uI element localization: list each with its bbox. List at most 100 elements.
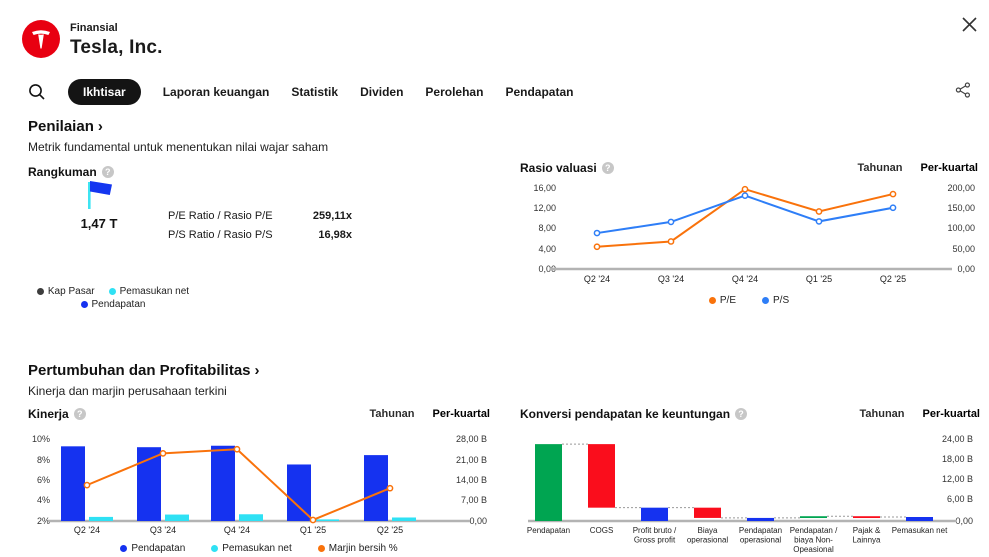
svg-text:Gross profit: Gross profit — [634, 536, 676, 545]
svg-text:150,00: 150,00 — [947, 203, 975, 213]
summary-title: Rangkuman — [28, 165, 97, 179]
valuation-ratios-legend: P/E P/S — [520, 295, 978, 306]
toggle-annual[interactable]: Tahunan — [857, 162, 903, 174]
section-growth-title[interactable]: Pertumbuhan dan Profitabilitas › — [28, 362, 260, 379]
legend-label: Kap Pasar — [47, 286, 95, 297]
section-valuation-header: Penilaian › Metrik fundamental untuk mene… — [28, 118, 328, 154]
help-icon[interactable]: ? — [735, 408, 748, 420]
ratio-row: P/E Ratio / Rasio P/E 259,11x — [168, 210, 352, 222]
legend-dot-icon — [80, 301, 88, 308]
section-growth-subtitle: Kinerja dan marjin perusahaan terkini — [28, 384, 227, 398]
share-icon[interactable] — [955, 82, 973, 100]
tesla-t-glyph — [32, 30, 50, 49]
legend-item: Marjin bersih % — [317, 543, 398, 554]
svg-text:24,00 B: 24,00 B — [942, 434, 973, 444]
ratio-table: P/E Ratio / Rasio P/E 259,11x P/S Ratio / … — [168, 210, 352, 248]
svg-text:Q2 '25: Q2 '25 — [880, 274, 906, 284]
svg-text:10%: 10% — [32, 434, 50, 444]
legend-dot-icon — [120, 545, 128, 552]
svg-text:50,00: 50,00 — [952, 244, 975, 254]
legend-label: Pendapatan — [131, 543, 186, 554]
tab-list: Ikhtisar Laporan keuangan Statistik Dividen… — [68, 79, 573, 105]
performance-card: Kinerja? Tahunan Per-kuartal 10% 8% 6% 4% 2%… — [28, 406, 490, 554]
svg-text:18,00 B: 18,00 B — [942, 454, 973, 464]
svg-text:12,00 B: 12,00 B — [942, 474, 973, 484]
svg-text:6%: 6% — [37, 475, 50, 485]
tab-statistik[interactable]: Statistik — [291, 85, 339, 99]
legend-item: P/S — [762, 295, 789, 306]
section-growth-header: Pertumbuhan dan Profitabilitas › Kinerja … — [28, 362, 260, 398]
period-toggle: Tahunan Per-kuartal — [860, 408, 981, 420]
valuation-ratios-card: Rasio valuasi? Tahunan Per-kuartal 16,00… — [520, 160, 978, 306]
search-icon[interactable] — [28, 83, 46, 101]
svg-text:Q2 '24: Q2 '24 — [74, 525, 100, 535]
toggle-quarterly[interactable]: Per-kuartal — [922, 408, 980, 420]
legend-dot-icon — [762, 297, 769, 304]
svg-text:Pendapatan: Pendapatan — [739, 526, 782, 535]
svg-text:operasional: operasional — [687, 536, 729, 545]
legend-label: P/E — [719, 295, 736, 306]
svg-text:COGS: COGS — [590, 526, 614, 535]
svg-text:Biaya: Biaya — [697, 526, 718, 535]
conversion-chart: 24,00 B 18,00 B 12,00 B 6,00 B 0,00 Pendapata… — [527, 434, 973, 554]
help-icon[interactable]: ? — [601, 162, 614, 174]
legend-dot-icon — [317, 545, 325, 552]
legend-item: Pemasukan net — [211, 543, 292, 554]
toggle-annual[interactable]: Tahunan — [859, 408, 905, 420]
svg-text:0,00: 0,00 — [955, 516, 973, 526]
summary-card: Rangkuman? 1,47 T P/E Ratio / Rasio P/E 2… — [28, 164, 478, 324]
svg-text:4%: 4% — [37, 495, 50, 505]
svg-text:Q3 '24: Q3 '24 — [150, 525, 176, 535]
svg-text:0,00: 0,00 — [957, 264, 975, 274]
ratio-row: P/S Ratio / Rasio P/S 16,98x — [168, 229, 352, 241]
legend-dot-icon — [108, 288, 116, 295]
svg-text:12,00: 12,00 — [533, 203, 556, 213]
svg-text:Q2 '25: Q2 '25 — [377, 525, 403, 535]
toggle-quarterly[interactable]: Per-kuartal — [920, 162, 978, 174]
svg-text:8%: 8% — [37, 455, 50, 465]
svg-text:Lainnya: Lainnya — [852, 536, 881, 545]
ratio-label: P/S Ratio / Rasio P/S — [168, 229, 273, 241]
market-cap-flag-icon — [84, 178, 118, 217]
section-valuation-subtitle: Metrik fundamental untuk menentukan nila… — [28, 140, 329, 154]
legend-label: Pemasukan net — [222, 543, 292, 554]
performance-chart: 10% 8% 6% 4% 2% 28,00 B 21,00 B 14,00 B 7,00 B 0,… — [32, 434, 487, 535]
ratio-value: 16,98x — [318, 229, 352, 241]
summary-legend: Kap Pasar Pemasukan net Pendapatan — [28, 286, 198, 310]
period-toggle: Tahunan Per-kuartal — [370, 408, 491, 420]
chevron-right-icon: › — [97, 118, 103, 135]
toggle-quarterly[interactable]: Per-kuartal — [432, 408, 490, 420]
chevron-right-icon: › — [254, 362, 260, 379]
page-title: Tesla, Inc. — [70, 37, 163, 58]
app-label: Finansial — [70, 22, 118, 34]
svg-text:14,00 B: 14,00 B — [456, 475, 487, 485]
valuation-ratios-title: Rasio valuasi — [520, 161, 597, 175]
svg-text:biaya Non-: biaya Non- — [794, 536, 833, 545]
tab-dividen[interactable]: Dividen — [360, 85, 404, 99]
tab-pendapatan[interactable]: Pendapatan — [505, 85, 574, 99]
svg-text:Opeasional: Opeasional — [793, 545, 834, 554]
toggle-annual[interactable]: Tahunan — [369, 408, 415, 420]
legend-label: Pemasukan net — [119, 286, 190, 297]
period-toggle: Tahunan Per-kuartal — [858, 162, 979, 174]
legend-item: Pendapatan — [120, 543, 185, 554]
tab-laporan-keuangan[interactable]: Laporan keuangan — [162, 85, 270, 99]
svg-text:operasional: operasional — [740, 536, 782, 545]
close-icon[interactable] — [957, 12, 981, 36]
section-valuation-title[interactable]: Penilaian › — [28, 118, 103, 135]
svg-text:Pendapatan /: Pendapatan / — [790, 526, 838, 535]
legend-label: Pendapatan — [91, 299, 146, 310]
svg-text:2%: 2% — [37, 516, 50, 526]
market-cap-value: 1,47 T — [80, 216, 118, 231]
legend-label: P/S — [773, 295, 790, 306]
tab-ikhtisar[interactable]: Ikhtisar — [68, 79, 141, 105]
legend-item: Pemasukan net — [108, 286, 190, 297]
svg-text:Q3 '24: Q3 '24 — [658, 274, 684, 284]
svg-text:6,00 B: 6,00 B — [947, 494, 973, 504]
performance-legend: Pendapatan Pemasukan net Marjin bersih % — [28, 543, 490, 554]
tab-perolehan[interactable]: Perolehan — [425, 85, 484, 99]
help-icon[interactable]: ? — [101, 166, 114, 178]
help-icon[interactable]: ? — [73, 408, 86, 420]
ratio-label: P/E Ratio / Rasio P/E — [168, 210, 273, 222]
